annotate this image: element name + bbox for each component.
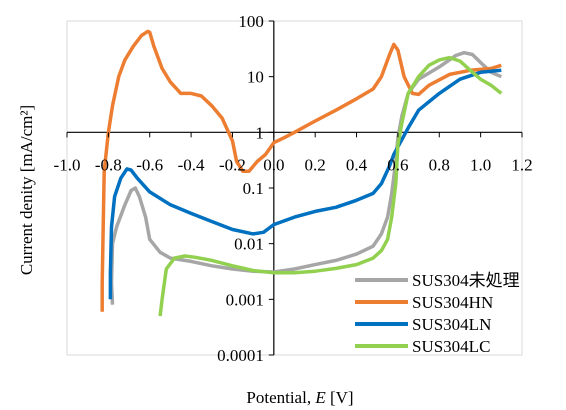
series-line-3 [158, 55, 503, 317]
x-tick-label: 0.8 [429, 155, 450, 174]
y-tick-label: 10 [247, 68, 264, 87]
legend-label-2: SUS304LN [412, 315, 491, 334]
y-tick-label: 0.1 [243, 179, 264, 198]
series-line-1 [100, 29, 502, 312]
legend: SUS304未処理 SUS304HN SUS304LN SUS304LC [355, 271, 520, 356]
x-tick-label: 0.0 [263, 155, 284, 174]
series-layer [100, 29, 503, 317]
legend-label-3: SUS304LC [412, 337, 490, 356]
y-axis-title: Current denity [mA/cm²] [17, 105, 36, 275]
x-tick-label: -0.2 [219, 155, 246, 174]
y-tick-label: 0.0001 [217, 346, 264, 365]
x-axis-title-unit: [V] [326, 388, 354, 407]
x-axis-title: Potential, E [V] [246, 388, 353, 407]
y-tick-label: 1 [255, 123, 264, 142]
series-line-0 [109, 50, 502, 305]
x-tick-label: -0.8 [95, 155, 122, 174]
y-tick-label: 0.01 [234, 235, 264, 254]
x-tick-label: -0.4 [178, 155, 205, 174]
x-tick-label: 1.2 [511, 155, 532, 174]
x-tick-label: 0.2 [305, 155, 326, 174]
x-tick-label: -0.6 [136, 155, 163, 174]
x-axis-title-variable: E [314, 388, 326, 407]
x-tick-label: 0.4 [346, 155, 368, 174]
y-tick-label: 100 [238, 12, 264, 31]
ticks-layer: -1.0 -0.8 -0.6 -0.4 -0.2 0.0 0.2 0.4 0.6 0.8 1.0 1.… [54, 12, 533, 365]
y-tick-label: 0.001 [226, 290, 264, 309]
series-line-2 [108, 68, 502, 300]
x-tick-label: -1.0 [54, 155, 81, 174]
plot-area-border [66, 20, 523, 356]
legend-label-0: SUS304未処理 [412, 271, 520, 290]
x-tick-label: 1.0 [470, 155, 491, 174]
x-tick-label: 0.6 [387, 155, 408, 174]
x-axis-title-prefix: Potential, [246, 388, 315, 407]
legend-label-1: SUS304HN [412, 293, 493, 312]
